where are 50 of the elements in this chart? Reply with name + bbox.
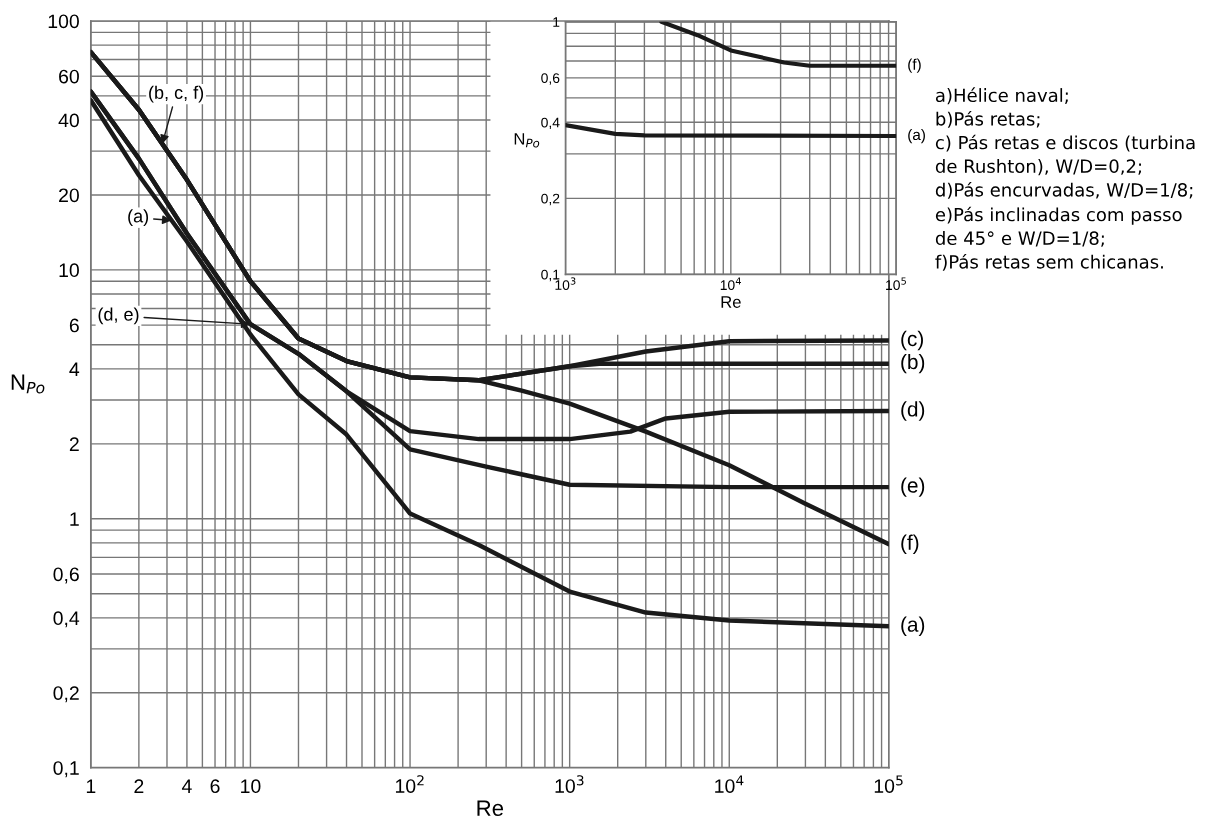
text: b)Pás retas;	[936, 111, 1040, 128]
y-axis-title: N$_{Po}$	[514, 133, 540, 148]
series-label: (c)	[901, 330, 923, 351]
y-tick-label: 0,4	[541, 117, 560, 130]
x-tick-label: 10$^{5}$	[874, 775, 903, 793]
y-tick-label: 20	[59, 188, 79, 203]
y-tick-label: 0,1	[541, 269, 560, 282]
x-axis-title: Re	[721, 296, 741, 308]
y-tick-label: 0,2	[53, 686, 79, 703]
series-label: (b)	[901, 353, 925, 374]
x-tick-label: 6	[210, 779, 220, 794]
x-tick-label: 10$^{2}$	[395, 775, 424, 793]
x-tick-label: 10$^{4}$	[715, 775, 744, 793]
x-tick-label: 10$^{4}$	[720, 277, 741, 291]
text: f)Pás retas sem chicanas.	[935, 253, 1163, 271]
annotation: (b, c, f)	[149, 85, 204, 103]
y-tick-label: 4	[69, 362, 80, 376]
x-tick-label: 1	[86, 779, 96, 793]
y-tick-label: 1	[553, 17, 560, 27]
text: d)Pás encurvadas, W/D=1/8;	[935, 181, 1193, 199]
series-label: (e)	[901, 477, 925, 497]
y-tick-label: 100	[48, 14, 79, 29]
series-label: (f)	[908, 58, 921, 73]
y-tick-label: 0,4	[53, 611, 80, 628]
series-label: (d)	[901, 401, 925, 421]
annotation: (a)	[128, 209, 149, 227]
y-tick-label: 10	[59, 263, 79, 278]
y-tick-label: 40	[58, 113, 79, 128]
y-tick-label: 0,1	[53, 761, 79, 778]
series-label: (a)	[908, 128, 925, 144]
y-axis-title: N$_{Po}$	[11, 374, 45, 394]
series-label: (a)	[901, 616, 925, 636]
y-tick-label: 0,6	[541, 73, 560, 85]
y-tick-label: 0,6	[53, 567, 79, 584]
x-tick-label: 4	[181, 779, 192, 793]
x-tick-label: 10	[241, 779, 261, 794]
y-tick-label: 0,2	[541, 193, 560, 206]
y-tick-label: 2	[69, 437, 79, 451]
series-label: (f)	[901, 534, 919, 554]
text: c) Pás retas e discos (turbina de Rushton), W/D=0,2;	[935, 134, 1195, 176]
y-tick-label: 1	[70, 512, 79, 526]
x-tick-label: 10$^{5}$	[886, 277, 906, 291]
y-tick-label: 60	[59, 69, 79, 84]
text: e)Pás inclinadas com passo de 45° e W/D=1/8;	[935, 206, 1182, 247]
annotation: (d, e)	[98, 307, 139, 325]
y-tick-label: 6	[69, 318, 79, 333]
text: a)Hélice naval;	[935, 87, 1068, 105]
x-tick-label: 2	[134, 779, 144, 793]
x-tick-label: 10$^{3}$	[555, 775, 584, 793]
x-axis-title: Re	[477, 800, 504, 817]
